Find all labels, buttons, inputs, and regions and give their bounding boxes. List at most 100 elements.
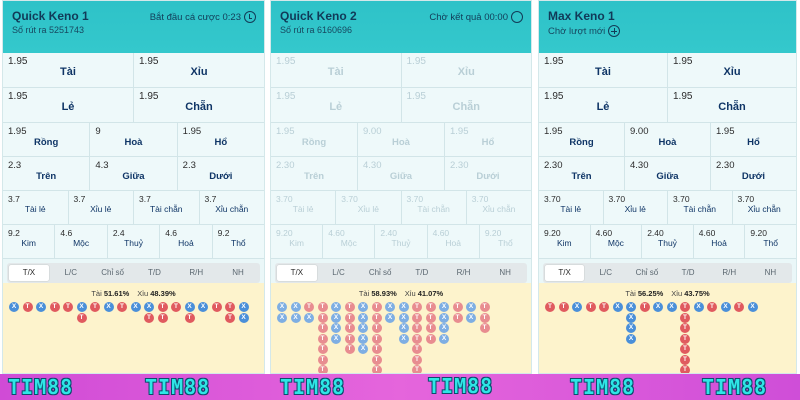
panel-header: Quick Keno 2 Số rút ra 6160696 Chờ kết quả… bbox=[271, 1, 531, 53]
stats-tab[interactable]: R/H bbox=[189, 268, 204, 277]
bet-option[interactable]: 3.70 Xỉu lẻ bbox=[603, 191, 668, 224]
brand-banner: TIM88 TIM88 TIM88 TIM88 TIM88 TIM88 bbox=[0, 374, 800, 400]
bet-odds: 1.95 bbox=[139, 56, 159, 67]
keno-panel-quick-keno-2: Quick Keno 2 Số rút ra 6160696 Chờ kết quả… bbox=[270, 0, 532, 374]
loading-circle-icon bbox=[511, 11, 523, 23]
bet-option[interactable]: 1.95 Hổ bbox=[177, 123, 264, 156]
bet-option[interactable]: 2.30 Trên bbox=[539, 157, 625, 190]
bet-option[interactable]: 4.60 Mộc bbox=[590, 225, 643, 258]
bet-option[interactable]: 3.7 Tài chẵn bbox=[134, 191, 200, 224]
stats-tab[interactable]: T/D bbox=[147, 268, 161, 277]
bet-option[interactable]: 3.7 Xỉu lẻ bbox=[68, 191, 134, 224]
bet-option[interactable]: 4.30 Giữa bbox=[625, 157, 711, 190]
tai-bead: T bbox=[317, 354, 328, 365]
stats-tab[interactable]: T/D bbox=[681, 268, 695, 277]
tai-bead: T bbox=[344, 333, 355, 344]
bet-option[interactable]: 9.00 Hoà bbox=[625, 123, 711, 156]
bet-odds: 9.20 bbox=[544, 228, 561, 238]
brand-logo: TIM88 bbox=[145, 375, 211, 399]
bet-option[interactable]: 3.70 Tài chẵn bbox=[668, 191, 733, 224]
stats-tab[interactable]: R/H bbox=[456, 268, 471, 277]
bet-option: 2.30 Dưới bbox=[445, 157, 531, 190]
bet-option[interactable]: 4.3 Giữa bbox=[90, 157, 178, 190]
bet-option[interactable]: 1.95 Tài bbox=[539, 53, 668, 87]
stats-tab[interactable]: Chỉ số bbox=[635, 268, 659, 277]
bet-option[interactable]: 1.95 Rồng bbox=[3, 123, 91, 156]
bet-option[interactable]: 2.30 Dưới bbox=[711, 157, 796, 190]
bet-option[interactable]: 4.6 Hoả bbox=[160, 225, 213, 258]
bet-label: Thuỷ bbox=[124, 238, 143, 248]
stats-tab[interactable]: NH bbox=[499, 268, 511, 277]
bet-option[interactable]: 4.6 Mộc bbox=[55, 225, 108, 258]
bet-option[interactable]: 1.95 Rồng bbox=[539, 123, 625, 156]
bet-odds: 9.2 bbox=[8, 228, 20, 238]
stats-tab[interactable]: Chỉ số bbox=[368, 268, 392, 277]
stats-tab[interactable]: L/C bbox=[332, 268, 345, 277]
bet-option[interactable]: 1.95 Xỉu bbox=[668, 53, 796, 87]
xiu-bead: X bbox=[103, 302, 114, 312]
stats-tab[interactable]: T/D bbox=[415, 268, 429, 277]
xiu-bead: X bbox=[626, 302, 636, 312]
bet-option[interactable]: 3.70 Tài lẻ bbox=[539, 191, 604, 224]
bet-option[interactable]: 3.7 Tài lẻ bbox=[3, 191, 69, 224]
bet-option[interactable]: 1.95 Chẵn bbox=[668, 88, 796, 122]
bet-option[interactable]: 2.3 Dưới bbox=[177, 157, 264, 190]
bet-grid: 1.95 Tài 1.95 Xỉu 1.95 Lẻ 1.95 Chẵn 1.95 Rồng 9.00… bbox=[539, 53, 796, 259]
tai-bead: T bbox=[371, 302, 382, 312]
stats-tab[interactable]: R/H bbox=[722, 268, 737, 277]
stats-tab[interactable]: T/X bbox=[9, 265, 49, 281]
bet-odds: 2.3 bbox=[182, 160, 196, 171]
bet-option[interactable]: 4.60 Hoả bbox=[693, 225, 746, 258]
xiu-bead: X bbox=[36, 302, 46, 312]
bet-odds: 1.95 bbox=[276, 56, 296, 67]
tai-bead: T bbox=[117, 302, 127, 312]
bet-option[interactable]: 3.70 Xỉu chẵn bbox=[732, 191, 796, 224]
bet-option[interactable]: 1.95 Lẻ bbox=[539, 88, 668, 122]
xiu-bead: X bbox=[626, 312, 636, 323]
bet-option[interactable]: 1.95 Tài bbox=[3, 53, 134, 87]
bet-option[interactable]: 9.2 Kim bbox=[3, 225, 56, 258]
bet-option[interactable]: 9.2 Thổ bbox=[212, 225, 264, 258]
bet-row: 1.95 Tài 1.95 Xỉu bbox=[271, 53, 531, 88]
tai-bead: T bbox=[317, 302, 328, 312]
bet-option[interactable]: 3.7 Xỉu chẵn bbox=[199, 191, 264, 224]
bet-odds: 1.95 bbox=[8, 56, 28, 67]
tai-bead: T bbox=[639, 302, 650, 312]
tai-bead: T bbox=[49, 302, 60, 312]
bet-option[interactable]: 2.40 Thuỷ bbox=[642, 225, 694, 258]
bet-option[interactable]: 2.4 Thuỷ bbox=[107, 225, 161, 258]
stats-tab[interactable]: L/C bbox=[599, 268, 612, 277]
bet-option[interactable]: 1.95 Xỉu bbox=[134, 53, 264, 87]
bead-column: T bbox=[734, 302, 744, 313]
xiu-bead: X bbox=[290, 312, 301, 323]
stats-tab[interactable]: Chỉ số bbox=[101, 268, 124, 277]
bet-option[interactable]: 1.95 Hổ bbox=[711, 123, 796, 156]
plus-circle-icon[interactable] bbox=[608, 25, 621, 37]
bet-option[interactable]: 9.20 Kim bbox=[539, 225, 591, 258]
bet-option[interactable]: 1.95 Lẻ bbox=[3, 88, 134, 122]
stats-tab[interactable]: T/X bbox=[277, 265, 317, 281]
bet-option[interactable]: 1.95 Chẵn bbox=[134, 88, 264, 122]
bet-label: Trên bbox=[36, 171, 57, 182]
bet-option[interactable]: 2.3 Trên bbox=[3, 157, 91, 190]
bet-odds: 4.3 bbox=[95, 160, 109, 171]
bet-label: Hổ bbox=[481, 137, 495, 148]
stats-tab[interactable]: NH bbox=[232, 268, 244, 277]
xiu-bead: X bbox=[130, 302, 141, 312]
bet-odds: 1.95 bbox=[406, 56, 426, 67]
bet-label: Tài lẻ bbox=[292, 204, 314, 214]
brand-logo: TIM88 bbox=[280, 375, 346, 399]
bet-option[interactable]: 9.20 Thổ bbox=[745, 225, 796, 258]
bet-label: Chẵn bbox=[452, 101, 481, 113]
bet-option: 4.60 Mộc bbox=[323, 225, 376, 258]
xiu-bead: X bbox=[466, 302, 476, 312]
stats-tab[interactable]: L/C bbox=[64, 268, 77, 277]
stats-tab[interactable]: NH bbox=[764, 268, 777, 277]
bet-option[interactable]: 9 Hoà bbox=[90, 123, 178, 156]
tai-label: Tài bbox=[625, 289, 636, 298]
bet-odds: 1.95 bbox=[544, 126, 563, 137]
stats-tab[interactable]: T/X bbox=[545, 265, 585, 281]
